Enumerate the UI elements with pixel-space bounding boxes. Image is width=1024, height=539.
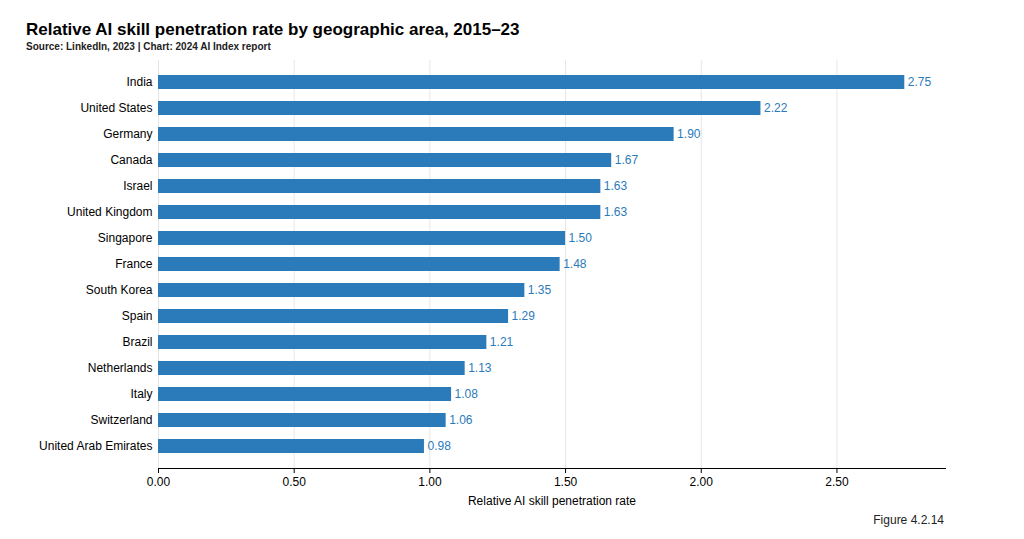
svg-text:Switzerland: Switzerland (90, 413, 152, 427)
svg-text:United Kingdom: United Kingdom (67, 205, 152, 219)
svg-text:1.63: 1.63 (604, 179, 628, 193)
svg-text:0.00: 0.00 (147, 475, 171, 489)
html-text:Figure 4.2.14: Figure 4.2.14 (873, 513, 944, 527)
html-text:Relative AI skill penetration: Relative AI skill penetration rate by ge… (26, 20, 520, 39)
svg-text:Relative AI skill penetration: Relative AI skill penetration rate (468, 494, 636, 508)
svg-text:1.90: 1.90 (677, 127, 701, 141)
svg-text:1.50: 1.50 (569, 231, 593, 245)
svg-text:India: India (126, 75, 152, 89)
svg-text:Spain: Spain (122, 309, 153, 323)
svg-text:2.75: 2.75 (908, 75, 932, 89)
svg-text:1.00: 1.00 (418, 475, 442, 489)
svg-text:1.21: 1.21 (490, 335, 514, 349)
svg-text:0.50: 0.50 (283, 475, 307, 489)
svg-text:Brazil: Brazil (122, 335, 152, 349)
svg-text:1.06: 1.06 (449, 413, 473, 427)
svg-text:United States: United States (80, 101, 152, 115)
svg-text:2.50: 2.50 (825, 475, 849, 489)
svg-text:1.08: 1.08 (455, 387, 479, 401)
svg-text:1.50: 1.50 (554, 475, 578, 489)
svg-text:France: France (115, 257, 153, 271)
html-text:Source: LinkedIn, 2023 | Chart: Source: LinkedIn, 2023 | Chart: 2024 AI … (26, 41, 271, 52)
svg-text:Canada: Canada (110, 153, 152, 167)
svg-text:1.35: 1.35 (528, 283, 552, 297)
svg-text:1.67: 1.67 (615, 153, 639, 167)
svg-text:2.00: 2.00 (690, 475, 714, 489)
svg-text:2.22: 2.22 (764, 101, 788, 115)
svg-text:1.48: 1.48 (563, 257, 587, 271)
svg-text:United Arab Emirates: United Arab Emirates (39, 439, 152, 453)
svg-text:Netherlands: Netherlands (88, 361, 153, 375)
svg-text:Germany: Germany (103, 127, 152, 141)
svg-text:South Korea: South Korea (86, 283, 153, 297)
svg-text:1.29: 1.29 (512, 309, 536, 323)
svg-text:1.63: 1.63 (604, 205, 628, 219)
svg-text:Italy: Italy (130, 387, 152, 401)
svg-text:1.13: 1.13 (468, 361, 492, 375)
svg-text:0.98: 0.98 (427, 439, 451, 453)
svg-text:Singapore: Singapore (98, 231, 153, 245)
svg-text:Israel: Israel (123, 179, 152, 193)
